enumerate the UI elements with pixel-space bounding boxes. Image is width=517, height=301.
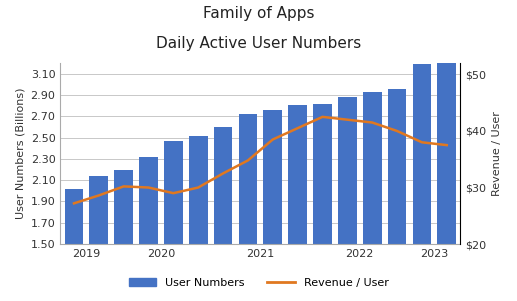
- Text: Daily Active User Numbers: Daily Active User Numbers: [156, 36, 361, 51]
- Bar: [139, 157, 158, 301]
- Bar: [264, 110, 282, 301]
- Text: Family of Apps: Family of Apps: [203, 6, 314, 21]
- Bar: [388, 89, 406, 301]
- Bar: [413, 64, 431, 301]
- Bar: [338, 97, 357, 301]
- Bar: [189, 135, 207, 301]
- Bar: [114, 169, 133, 301]
- Bar: [363, 92, 382, 301]
- Y-axis label: Revenue / User: Revenue / User: [492, 111, 502, 196]
- Y-axis label: User Numbers (Billions): User Numbers (Billions): [15, 88, 25, 219]
- Bar: [164, 141, 183, 301]
- Bar: [437, 56, 456, 301]
- Bar: [65, 189, 83, 301]
- Legend: User Numbers, Revenue / User: User Numbers, Revenue / User: [124, 274, 393, 293]
- Bar: [288, 105, 307, 301]
- Bar: [239, 114, 257, 301]
- Bar: [313, 104, 332, 301]
- Bar: [214, 127, 233, 301]
- Bar: [89, 176, 108, 301]
